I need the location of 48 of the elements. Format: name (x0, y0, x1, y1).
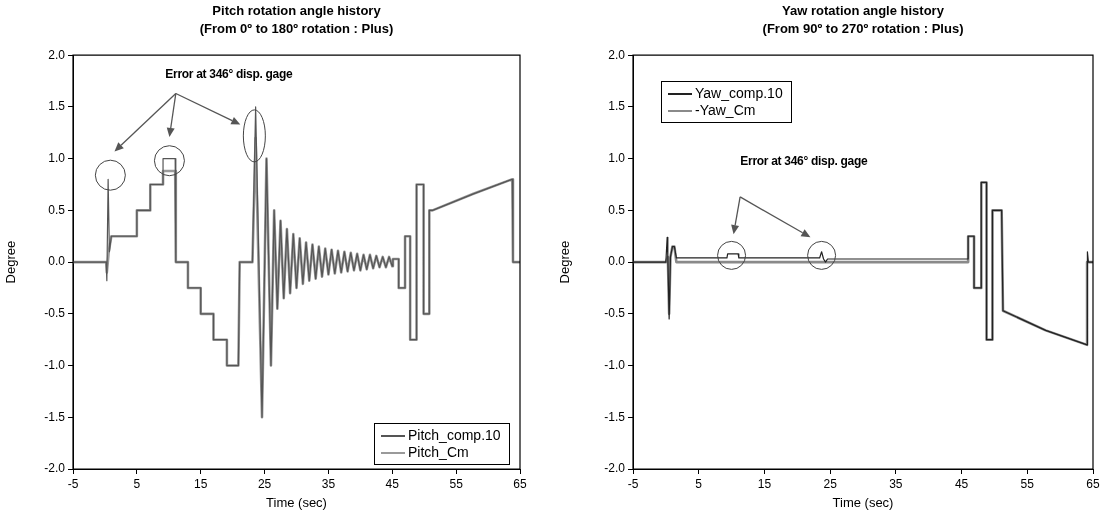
x-tick-label: 5 (695, 476, 703, 491)
legend-label: Pitch_Cm (408, 444, 469, 460)
y-tick-label: 1.5 (48, 99, 66, 114)
x-tick-label: -5 (67, 476, 79, 491)
x-tick-label: 15 (757, 476, 772, 491)
chart-title: Yaw rotation angle history (782, 3, 945, 19)
y-tick-label: 0.0 (608, 254, 626, 269)
x-tick-label: 15 (194, 476, 208, 491)
y-tick-label: 0.5 (608, 202, 626, 217)
legend-label: Yaw_comp.10 (695, 85, 783, 102)
y-tick-label: 2.0 (48, 47, 66, 62)
y-tick-label: -1.5 (44, 409, 66, 424)
x-tick-label: 55 (449, 476, 464, 491)
x-tick-label: 35 (321, 476, 336, 491)
y-tick-label: -1.0 (604, 357, 626, 372)
x-tick-label: 45 (954, 476, 969, 491)
x-tick-label: 65 (513, 476, 527, 491)
y-tick-label: 1.5 (608, 99, 626, 114)
y-tick-label: 2.0 (608, 47, 626, 62)
legend-label: Pitch_comp.10 (408, 427, 501, 443)
chart-subtitle: (From 90º to 270º rotation : Plus) (762, 20, 964, 36)
y-tick-label: 1.0 (48, 150, 66, 165)
annotation: Error at 346° disp. gage (740, 153, 868, 168)
x-tick-label: 5 (133, 476, 141, 491)
x-axis-title: Time (sec) (832, 494, 894, 510)
y-tick-label: -2.0 (604, 461, 626, 476)
y-axis-title: Degree (557, 240, 573, 284)
x-tick-label: 25 (257, 476, 272, 491)
y-tick-label: 0.5 (48, 202, 66, 217)
x-tick-label: 55 (1020, 476, 1035, 491)
y-tick-label: -0.5 (604, 306, 626, 321)
y-tick-label: -2.0 (44, 461, 66, 476)
y-tick-label: -1.0 (44, 357, 66, 372)
chart-subtitle: (From 0º to 180º rotation : Plus) (199, 20, 394, 36)
x-tick-label: 35 (889, 476, 903, 491)
y-tick-label: 1.0 (608, 150, 626, 165)
x-tick-label: 45 (385, 476, 400, 491)
y-tick-label: -1.5 (604, 409, 626, 424)
x-tick-label: -5 (627, 476, 639, 491)
x-axis-title: Time (sec) (266, 494, 327, 510)
y-tick-label: -0.5 (44, 306, 66, 321)
chart-title: Pitch rotation angle history (212, 3, 382, 19)
annotation: Error at 346° disp. gage (165, 66, 293, 81)
x-tick-label: 25 (823, 476, 838, 491)
legend-label: -Yaw_Cm (695, 102, 756, 119)
x-tick-label: 65 (1086, 476, 1100, 491)
y-tick-label: 0.0 (48, 254, 66, 269)
y-axis-title: Degree (3, 240, 19, 284)
